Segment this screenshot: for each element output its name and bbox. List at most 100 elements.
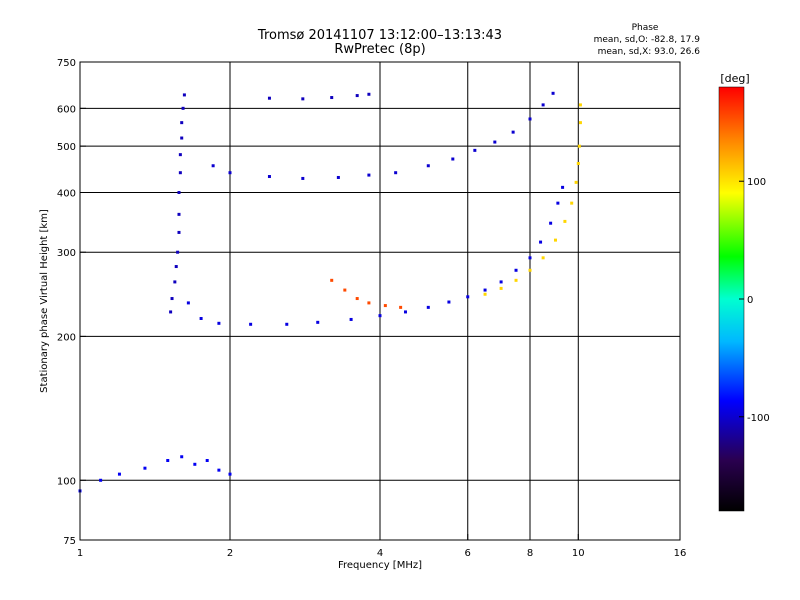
data-point <box>578 103 582 107</box>
data-point <box>499 280 503 284</box>
data-point <box>577 144 581 148</box>
data-point <box>169 310 173 314</box>
data-point <box>173 280 177 284</box>
data-point <box>576 161 580 165</box>
data-point <box>447 300 451 304</box>
y-tick-label: 400 <box>57 188 76 199</box>
data-point <box>205 458 209 462</box>
colorbar-label: [deg] <box>720 72 749 85</box>
x-tick-label: 4 <box>377 548 383 559</box>
data-point <box>177 190 181 194</box>
data-point <box>330 278 334 282</box>
data-point <box>367 92 371 96</box>
chart-title: Tromsø 20141107 13:12:00–13:13:43 <box>257 28 502 43</box>
data-point <box>551 91 555 95</box>
x-tick-label: 16 <box>674 548 687 559</box>
data-point <box>178 171 182 175</box>
data-point <box>228 171 232 175</box>
y-tick-label: 600 <box>57 104 76 115</box>
data-point <box>211 164 215 168</box>
data-point <box>514 278 518 282</box>
data-point <box>336 175 340 179</box>
data-point <box>514 268 518 272</box>
x-tick-label: 10 <box>572 548 585 559</box>
data-point <box>473 148 477 152</box>
data-point <box>499 286 503 290</box>
data-point <box>349 317 353 321</box>
data-point <box>403 310 407 314</box>
data-points <box>78 91 582 493</box>
data-point <box>199 316 203 320</box>
x-tick-label: 6 <box>465 548 471 559</box>
data-point <box>143 466 147 470</box>
data-point <box>563 219 567 223</box>
data-point <box>578 121 582 125</box>
data-point <box>556 201 560 205</box>
data-point <box>553 238 557 242</box>
colorbar-tick-label: -100 <box>747 413 770 424</box>
y-tick-label: 100 <box>57 476 76 487</box>
y-tick-label: 500 <box>57 142 76 153</box>
data-point <box>528 256 532 260</box>
data-point <box>483 292 487 296</box>
data-point <box>367 301 371 305</box>
data-point <box>355 94 359 98</box>
data-point <box>399 305 403 309</box>
data-point <box>178 153 182 157</box>
data-point <box>355 297 359 301</box>
data-point <box>570 201 574 205</box>
data-point <box>193 462 197 466</box>
data-point <box>186 301 190 305</box>
data-point <box>549 221 553 225</box>
data-point <box>217 321 221 325</box>
data-point <box>301 97 305 101</box>
data-point <box>378 314 382 318</box>
y-tick-label: 75 <box>63 536 76 547</box>
y-axis-label: Stationary phase Virtual Height [km] <box>39 209 50 393</box>
data-point <box>267 96 271 100</box>
phase-stats-o: mean, sd,O: -82.8, 17.9 <box>594 35 701 45</box>
data-point <box>511 130 515 134</box>
data-point <box>483 288 487 292</box>
data-point <box>180 121 184 125</box>
y-tick-label: 200 <box>57 332 76 343</box>
colorbar-tick-label: 100 <box>747 177 766 188</box>
x-tick-label: 1 <box>77 548 83 559</box>
data-point <box>174 265 178 269</box>
data-point <box>249 322 253 326</box>
phase-stats-title: Phase <box>632 23 659 33</box>
data-point <box>466 295 470 299</box>
y-tick-label: 300 <box>57 248 76 259</box>
data-point <box>316 320 320 324</box>
y-tick-label: 750 <box>57 58 76 69</box>
grid-lines <box>80 62 680 540</box>
axes: 1 2 4 6 8 10 16 75 100 200 300 400 500 600 750 <box>57 58 686 559</box>
data-point <box>217 468 221 472</box>
data-point <box>528 117 532 121</box>
data-point <box>177 230 181 234</box>
data-point <box>426 164 430 168</box>
data-point <box>166 458 170 462</box>
colorbar-ticks: -100 0 100 <box>739 177 770 424</box>
data-point <box>301 176 305 180</box>
data-point <box>343 288 347 292</box>
data-point <box>541 256 545 260</box>
data-point <box>267 175 271 179</box>
data-point <box>177 212 181 216</box>
data-point <box>99 478 103 482</box>
x-tick-label: 8 <box>527 548 533 559</box>
data-point <box>394 171 398 175</box>
data-point <box>180 136 184 140</box>
data-point <box>285 322 289 326</box>
data-point <box>176 250 180 254</box>
data-point <box>181 106 185 110</box>
x-tick-label: 2 <box>227 548 233 559</box>
data-point <box>574 180 578 184</box>
chart-subtitle: RwPretec (8p) <box>334 42 425 57</box>
data-point <box>182 93 186 97</box>
data-point <box>170 297 174 301</box>
data-point <box>528 268 532 272</box>
data-point <box>539 240 543 244</box>
data-point <box>383 304 387 308</box>
